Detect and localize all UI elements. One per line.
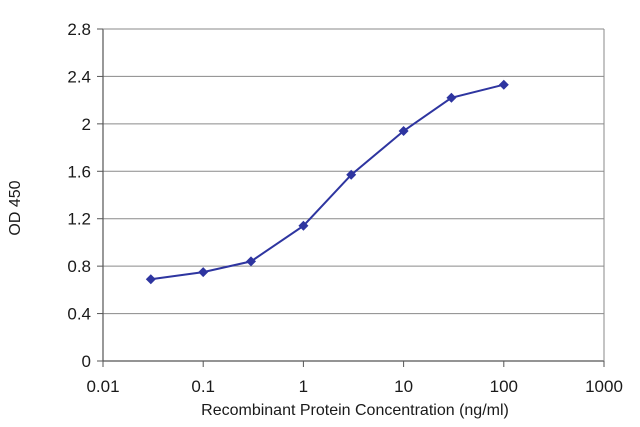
y-tick-label-7: 2.8 (67, 20, 91, 39)
x-tick-label-0: 0.01 (86, 377, 119, 396)
x-tick-label-4: 100 (490, 377, 518, 396)
y-tick-label-3: 1.2 (67, 210, 91, 229)
data-point-2 (246, 256, 256, 267)
series-layer (145, 79, 509, 285)
data-point-4 (346, 169, 357, 180)
y-tick-label-2: 0.8 (67, 257, 91, 276)
y-axis-title: OD 450 (7, 180, 24, 235)
y-tick-label-5: 2 (82, 115, 91, 134)
x-tick-label-5: 1000 (585, 377, 623, 396)
y-axis-tick-labels: 0 0.4 0.8 1.2 1.6 2 2.4 2.8 (67, 20, 91, 371)
x-axis-title: Recombinant Protein Concentration (ng/ml… (201, 402, 509, 419)
x-axis-tick-labels: 0.01 0.1 1 10 100 1000 (86, 377, 622, 396)
data-point-3 (298, 220, 309, 231)
data-point-0 (145, 274, 156, 285)
data-point-5 (398, 126, 409, 136)
horizontal-gridlines (103, 28, 604, 315)
y-tick-label-6: 2.4 (67, 67, 91, 86)
y-tick-label-1: 0.4 (67, 305, 91, 324)
y-tick-label-0: 0 (82, 352, 91, 371)
x-tick-label-1: 0.1 (191, 377, 215, 396)
axes (97, 28, 605, 367)
x-tick-label-3: 10 (394, 377, 413, 396)
x-tick-label-2: 1 (299, 377, 308, 396)
data-point-6 (446, 92, 457, 103)
data-point-1 (198, 267, 209, 278)
series-line-0 (150, 83, 505, 281)
data-point-7 (498, 79, 509, 90)
y-tick-label-4: 1.6 (67, 162, 91, 181)
